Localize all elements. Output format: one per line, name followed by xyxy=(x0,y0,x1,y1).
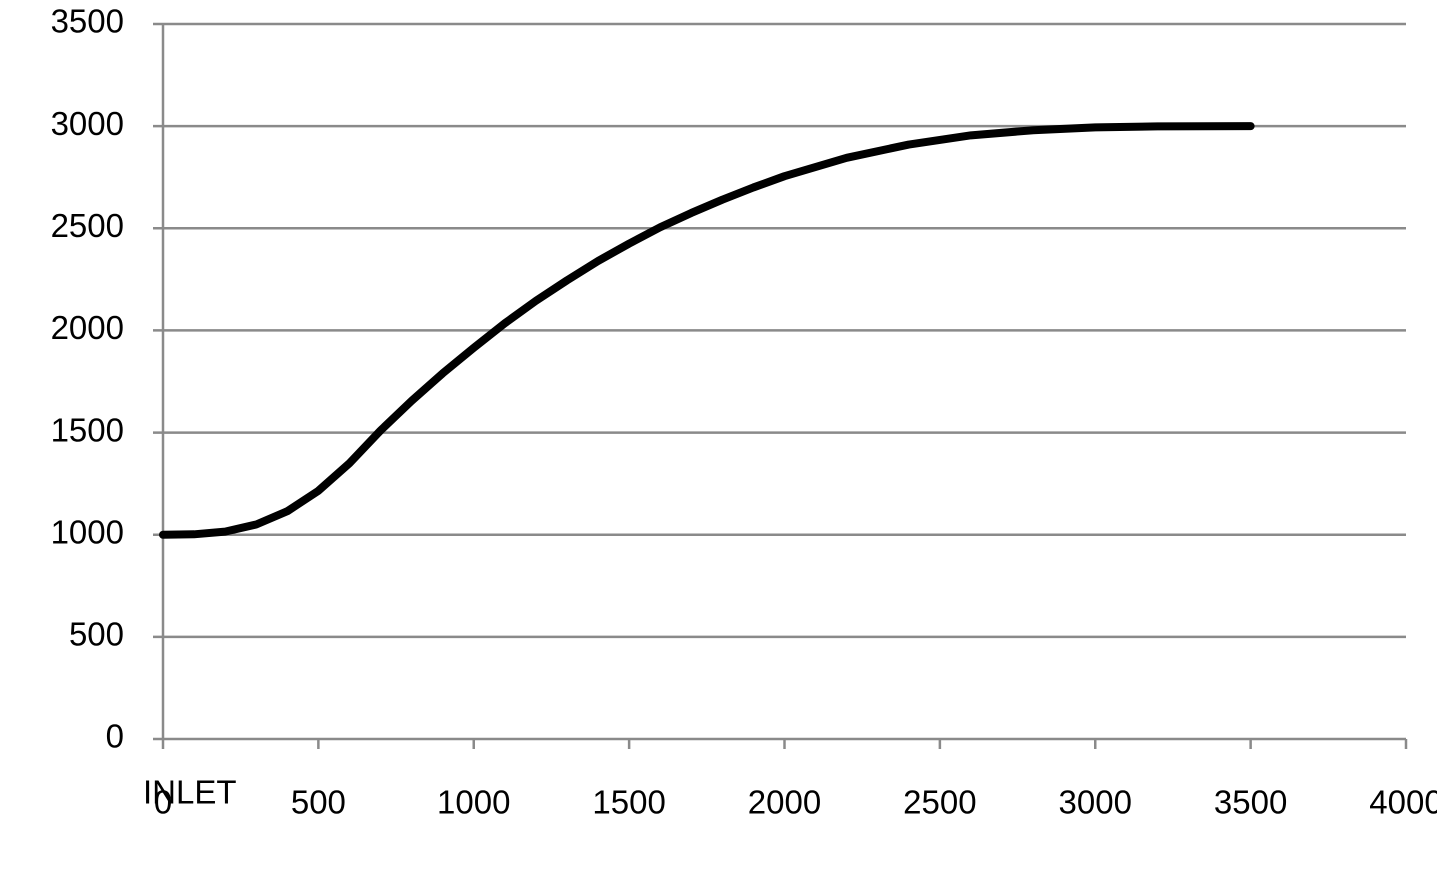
y-tick-label: 1000 xyxy=(51,513,124,550)
x-tick-label: 4000 xyxy=(1369,784,1437,821)
x-tick-label: 0 xyxy=(154,784,172,821)
y-tick-label: 1500 xyxy=(51,411,124,448)
annotation: INLET xyxy=(143,774,237,811)
y-tick-label: 2000 xyxy=(51,309,124,346)
x-tick-label: 2500 xyxy=(903,784,976,821)
y-tick-label: 500 xyxy=(69,616,124,653)
x-tick-label: 1000 xyxy=(437,784,510,821)
y-tick-label: 3000 xyxy=(51,105,124,142)
y-tick-label: 0 xyxy=(106,718,124,755)
y-tick-label: 3500 xyxy=(51,3,124,40)
x-tick-label: 500 xyxy=(291,784,346,821)
line xyxy=(159,122,1255,539)
x-tick-label: 1500 xyxy=(592,784,665,821)
y-tick-label: 2500 xyxy=(51,207,124,244)
x-tick-label: 2000 xyxy=(748,784,821,821)
x-tick-label: 3500 xyxy=(1214,784,1287,821)
x-tick-label: 3000 xyxy=(1059,784,1132,821)
